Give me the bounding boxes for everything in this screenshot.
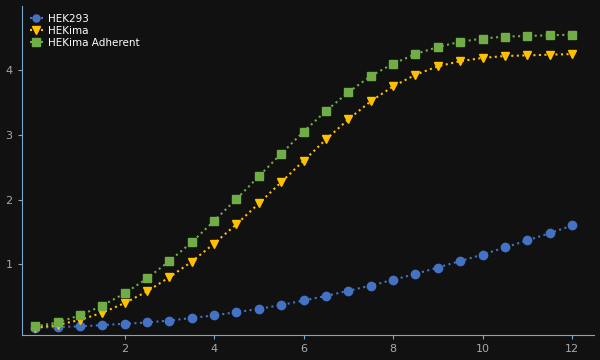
HEK293 [412, 272, 419, 276]
HEKima Adherent [568, 32, 575, 37]
HEK293 [278, 303, 285, 307]
HEK293 [322, 294, 329, 298]
HEKima Adherent [546, 33, 553, 37]
HEKima Adherent [502, 35, 509, 39]
HEKima Adherent [322, 109, 329, 113]
HEK293 [143, 320, 151, 325]
HEKima [121, 301, 128, 305]
HEKima [389, 84, 397, 89]
Line: HEK293: HEK293 [31, 221, 576, 332]
HEKima [434, 64, 442, 68]
HEKima [98, 311, 106, 315]
HEKima [412, 73, 419, 77]
HEKima Adherent [412, 52, 419, 56]
HEK293 [211, 313, 218, 318]
HEKima [322, 137, 329, 141]
HEKima Adherent [524, 34, 531, 38]
HEKima Adherent [457, 40, 464, 44]
HEK293 [367, 283, 374, 288]
HEKima [479, 56, 486, 60]
HEKima Adherent [32, 324, 39, 329]
HEK293 [457, 259, 464, 263]
HEKima [211, 242, 218, 246]
HEKima Adherent [211, 219, 218, 223]
HEKima [546, 53, 553, 57]
HEK293 [233, 310, 240, 314]
HEKima [524, 53, 531, 58]
HEK293 [434, 265, 442, 270]
HEKima Adherent [143, 276, 151, 281]
HEKima [367, 99, 374, 103]
HEKima [345, 117, 352, 122]
HEKima Adherent [76, 313, 83, 318]
HEK293 [345, 289, 352, 293]
HEK293 [54, 325, 61, 329]
HEKima [502, 54, 509, 58]
HEK293 [255, 307, 262, 311]
HEK293 [568, 223, 575, 228]
HEK293 [300, 298, 307, 303]
HEK293 [546, 231, 553, 235]
HEKima Adherent [479, 36, 486, 41]
HEKima [457, 59, 464, 63]
HEK293 [32, 325, 39, 330]
HEKima [54, 323, 61, 327]
Line: HEKima: HEKima [31, 50, 576, 332]
HEK293 [389, 278, 397, 282]
Line: HEKima Adherent: HEKima Adherent [31, 31, 576, 330]
HEK293 [98, 323, 106, 327]
HEKima Adherent [188, 240, 196, 244]
HEKima Adherent [233, 197, 240, 201]
HEKima [233, 222, 240, 226]
HEKima Adherent [367, 74, 374, 78]
HEK293 [479, 252, 486, 257]
HEK293 [502, 245, 509, 249]
HEKima Adherent [166, 259, 173, 263]
HEKima Adherent [434, 45, 442, 49]
HEKima Adherent [121, 291, 128, 296]
HEKima [143, 289, 151, 294]
HEK293 [524, 238, 531, 243]
HEKima [166, 275, 173, 279]
HEKima [32, 325, 39, 330]
HEKima [188, 260, 196, 264]
HEK293 [166, 318, 173, 323]
HEKima Adherent [389, 62, 397, 66]
HEK293 [188, 316, 196, 320]
HEKima [278, 180, 285, 184]
HEKima Adherent [54, 320, 61, 325]
HEK293 [76, 324, 83, 329]
HEK293 [121, 321, 128, 326]
HEKima [76, 318, 83, 322]
HEKima Adherent [300, 130, 307, 134]
HEKima Adherent [98, 303, 106, 308]
Legend: HEK293, HEKima, HEKima Adherent: HEK293, HEKima, HEKima Adherent [27, 11, 142, 51]
HEKima Adherent [278, 152, 285, 156]
HEKima [255, 201, 262, 206]
HEKima Adherent [345, 90, 352, 94]
HEKima [568, 52, 575, 56]
HEKima [300, 159, 307, 163]
HEKima Adherent [255, 174, 262, 179]
